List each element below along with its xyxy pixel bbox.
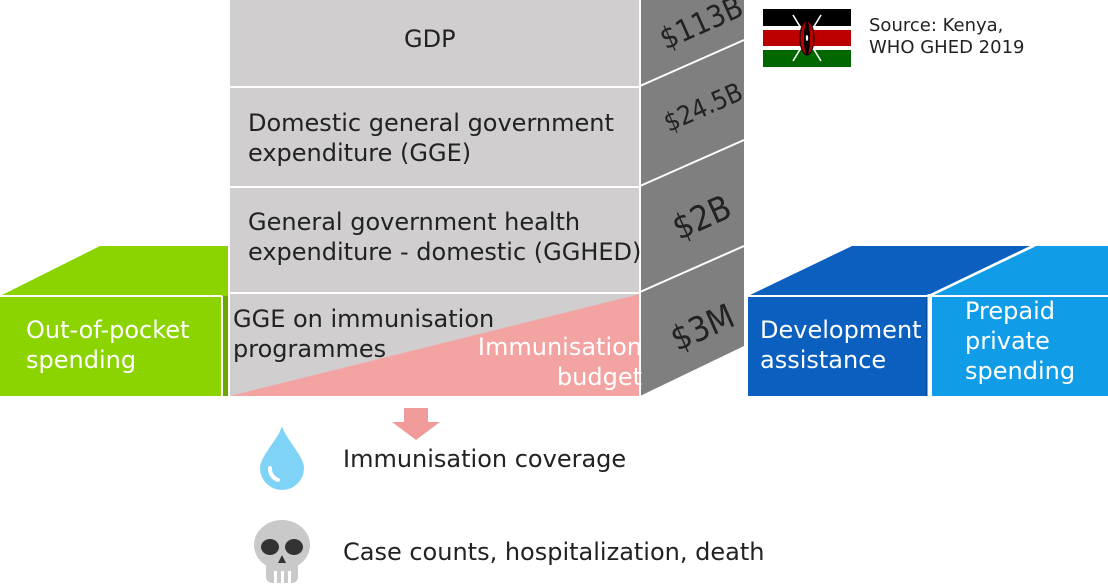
immunisation-programmes-label: GGE on immunisation programmes (233, 305, 495, 363)
gdp-side (640, 0, 744, 86)
immunisation-coverage-label: Immunisation coverage (343, 445, 627, 473)
down-arrow-icon (392, 408, 440, 440)
skull-icon (254, 520, 310, 583)
gdp-face (230, 0, 640, 86)
immunisation-budget-wedge (230, 294, 640, 396)
gge-side (640, 40, 744, 186)
case-counts-label: Case counts, hospitalization, death (343, 538, 765, 566)
gge-label: Domestic general government expenditure … (248, 109, 614, 167)
out-of-pocket-label: Out-of-pocket spending (26, 316, 190, 374)
source-note: Source: Kenya, WHO GHED 2019 (869, 15, 1025, 58)
gghed-face (230, 188, 640, 292)
spending-stack (228, 0, 745, 396)
immunisation-budget-label: Immunisation budget (477, 333, 642, 391)
kenya-flag-icon (763, 9, 851, 67)
immunisation-side (640, 246, 744, 396)
gghed-side (640, 140, 744, 292)
water-drop-icon (260, 426, 304, 490)
gge-face (230, 88, 640, 186)
development-assistance-block (748, 245, 1108, 396)
prepaid-private-label: Prepaid private spending (965, 297, 1076, 385)
development-assistance-label: Development assistance (760, 316, 922, 374)
gghed-label: General government health expenditure - … (248, 208, 642, 266)
gdp-label: GDP (404, 25, 456, 53)
